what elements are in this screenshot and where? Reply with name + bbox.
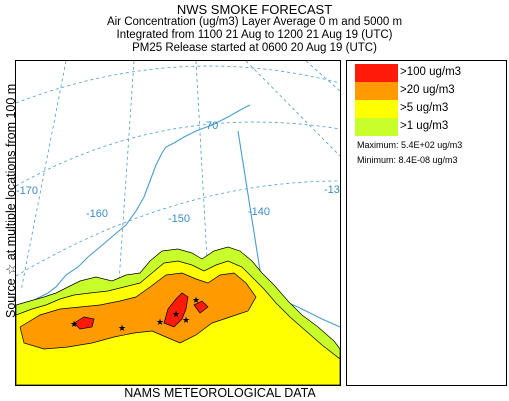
legend-item: >1 ug/m3 (355, 118, 505, 136)
legend-swatch (355, 82, 398, 100)
legend-swatch (355, 64, 398, 82)
contour-gt-100 (163, 292, 189, 328)
longitude-label: -130 (324, 184, 340, 196)
source-star: ★ (182, 316, 190, 326)
integration-period: Integrated from 1100 21 Aug to 1200 21 A… (116, 29, 393, 41)
source-star: ★ (118, 324, 126, 334)
map-canvas: ★ ★ ★ ★ ★ ★ 70 -170 -160 -150 -140 -130 (16, 61, 340, 385)
grid-labels: 70 -170 -160 -150 -140 -130 (16, 120, 340, 225)
latitude-line (16, 180, 340, 277)
longitude-label: -160 (86, 208, 108, 220)
legend-label: >5 ug/m3 (400, 102, 449, 114)
source-star: ★ (192, 296, 200, 306)
latitude-line (16, 65, 340, 104)
legend-label: >1 ug/m3 (400, 120, 449, 132)
longitude-label: -150 (168, 213, 190, 225)
legend-item: >100 ug/m3 (355, 64, 505, 82)
legend-item: >5 ug/m3 (355, 100, 505, 118)
source-star: ★ (70, 320, 78, 330)
concentration-subtitle: Air Concentration (ug/m3) Layer Average … (106, 16, 403, 28)
legend-item: >20 ug/m3 (355, 82, 505, 100)
smoke-plume (16, 246, 340, 385)
smoke-map: ★ ★ ★ ★ ★ ★ 70 -170 -160 -150 -140 -130 (15, 60, 341, 386)
source-markers: ★ ★ ★ ★ ★ ★ (70, 296, 200, 334)
contour-gt-100 (73, 316, 95, 330)
contour-gt-100 (193, 300, 209, 314)
source-star: ★ (172, 310, 180, 320)
legend-swatch (355, 118, 398, 136)
concentration-legend: >100 ug/m3 >20 ug/m3 >5 ug/m3 >1 ug/m3 M… (346, 60, 507, 386)
longitude-line (20, 61, 67, 292)
release-start: PM25 Release started at 0600 20 Aug 19 (… (132, 42, 377, 54)
legend-label: >100 ug/m3 (400, 66, 462, 78)
longitude-line (245, 61, 340, 157)
latitude-line (16, 121, 340, 187)
longitude-label: -140 (248, 206, 270, 218)
longitude-line (305, 61, 340, 92)
alaska-coast (16, 104, 251, 308)
data-source-footer: NAMS METEOROLOGICAL DATA (124, 386, 316, 400)
forecast-title: NWS SMOKE FORECAST (176, 2, 333, 17)
legend-maximum: Maximum: 5.4E+02 ug/m3 (357, 140, 463, 150)
longitude-label: -170 (16, 185, 38, 197)
legend-label: >20 ug/m3 (400, 84, 455, 96)
legend-minimum: Minimum: 8.4E-08 ug/m3 (357, 155, 458, 165)
legend-swatch (355, 100, 398, 118)
source-star: ★ (156, 318, 164, 328)
contour-gt-20 (19, 272, 257, 350)
latitude-label: 70 (206, 120, 218, 132)
